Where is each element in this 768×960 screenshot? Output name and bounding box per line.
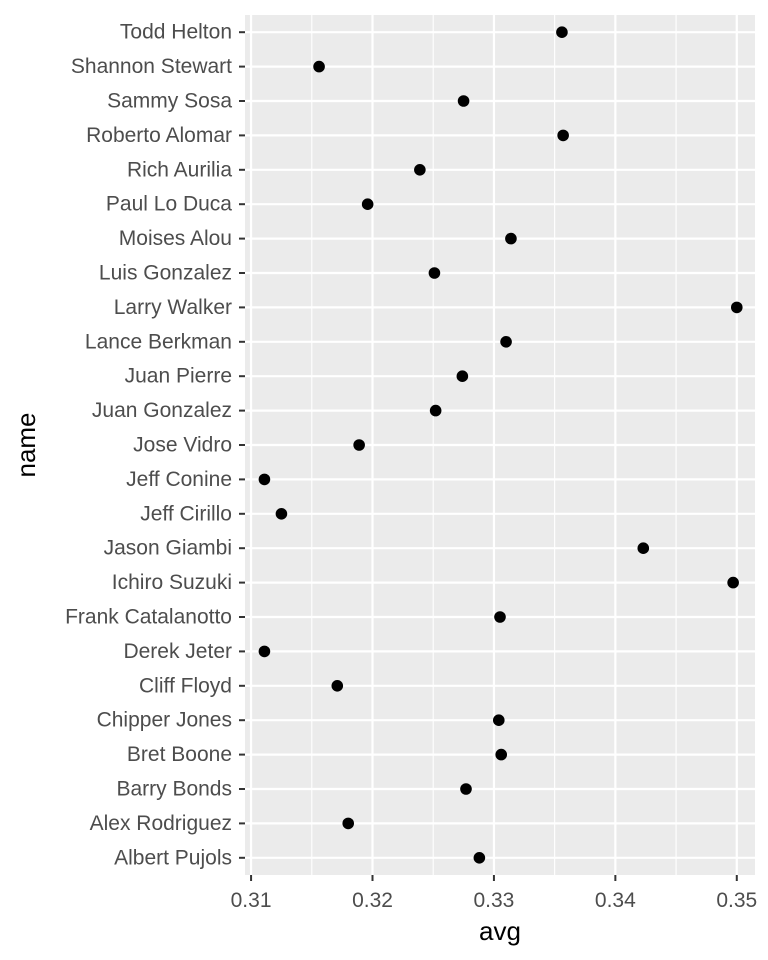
data-point	[353, 439, 365, 451]
y-tick-label: Alex Rodriguez	[90, 812, 232, 835]
y-axis: Todd Helton Shannon Stewart Sammy Sosa Robe…	[65, 21, 245, 869]
grid	[245, 15, 755, 875]
data-point	[727, 576, 739, 589]
y-tick-label: Larry Walker	[114, 296, 232, 319]
data-point	[495, 748, 508, 761]
x-tick-label: 0.31	[231, 889, 272, 912]
data-point	[428, 267, 441, 279]
data-point	[505, 232, 517, 245]
data-point	[361, 198, 374, 210]
data-point	[456, 370, 469, 383]
y-tick-label: Bret Boone	[127, 743, 232, 766]
data-point	[730, 301, 743, 314]
y-tick-label: Jeff Cirillo	[140, 502, 232, 525]
y-tick-label: Jason Giambi	[104, 537, 232, 560]
y-tick-label: Chipper Jones	[97, 709, 232, 732]
x-tick-label: 0.35	[716, 889, 757, 912]
data-point	[457, 95, 470, 107]
x-axis-title: avg	[479, 916, 521, 946]
x-tick-label: 0.34	[595, 889, 636, 912]
y-tick-label: Luis Gonzalez	[99, 262, 232, 285]
y-tick-label: Jose Vidro	[133, 434, 232, 457]
data-point	[500, 336, 512, 348]
y-tick-label: Sammy Sosa	[107, 90, 232, 113]
y-tick-label: Rich Aurilia	[127, 158, 232, 181]
y-tick-label: Todd Helton	[120, 21, 232, 44]
y-tick-label: Juan Pierre	[125, 365, 232, 388]
data-point	[342, 817, 355, 830]
data-point	[429, 404, 442, 417]
x-tick-label: 0.33	[473, 889, 514, 912]
data-points	[258, 26, 743, 864]
y-axis-title: name	[11, 412, 41, 477]
data-point	[460, 783, 472, 795]
y-tick-label: Jeff Conine	[126, 468, 232, 491]
y-tick-label: Moises Alou	[119, 227, 232, 250]
data-point	[473, 852, 486, 864]
y-tick-label: Barry Bonds	[116, 778, 232, 801]
data-point	[492, 714, 505, 726]
y-tick-label: Paul Lo Duca	[106, 193, 232, 216]
data-point	[414, 164, 426, 176]
y-tick-label: Shannon Stewart	[71, 55, 232, 78]
y-tick-label: Derek Jeter	[123, 640, 232, 663]
y-tick-label: Cliff Floyd	[139, 674, 232, 697]
y-tick-label: Lance Berkman	[85, 330, 232, 353]
data-point	[494, 611, 506, 623]
data-point	[556, 26, 568, 38]
data-point	[557, 129, 569, 142]
data-point	[258, 473, 271, 486]
x-tick-label: 0.32	[352, 889, 393, 912]
data-point	[637, 542, 650, 554]
x-axis: 0.31 0.32 0.33 0.34 0.35	[231, 875, 757, 912]
data-point	[313, 60, 325, 73]
y-tick-label: Frank Catalanotto	[65, 606, 232, 629]
y-tick-label: Roberto Alomar	[86, 124, 232, 147]
data-point	[275, 508, 288, 520]
y-tick-label: Albert Pujols	[114, 846, 232, 869]
data-point	[258, 645, 271, 658]
y-tick-label: Juan Gonzalez	[92, 399, 232, 422]
y-tick-label: Ichiro Suzuki	[112, 571, 232, 594]
data-point	[331, 680, 344, 692]
